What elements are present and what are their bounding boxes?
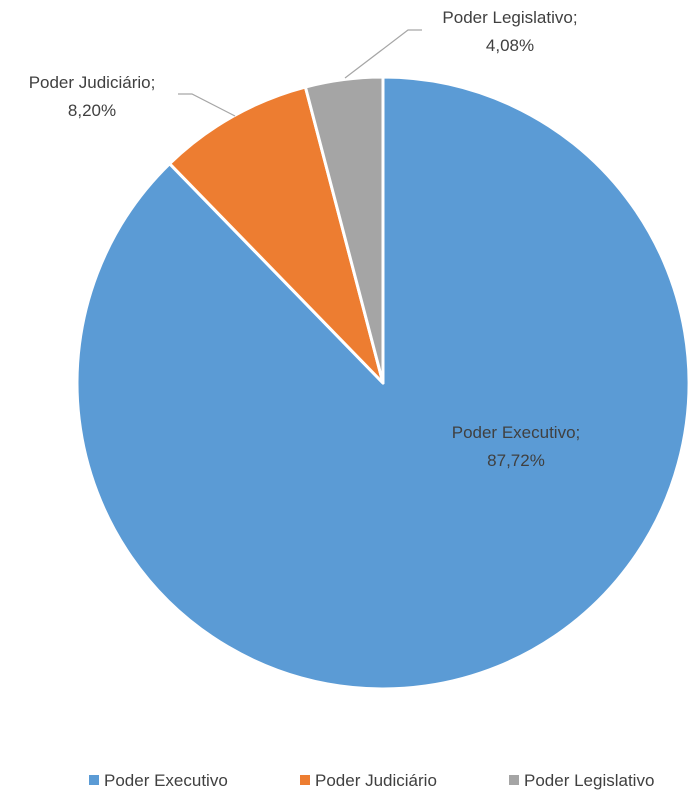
data-label-name: Poder Judiciário; (29, 73, 156, 92)
data-label-value: 87,72% (487, 451, 545, 470)
data-labels-layer: Poder Executivo; 87,72% Poder Judiciário; 8… (29, 8, 581, 470)
legend-swatch (89, 775, 99, 785)
legend-swatch (509, 775, 519, 785)
legend-item-poder-legislativo: Poder Legislativo (509, 771, 654, 790)
legend-item-poder-judiciario: Poder Judiciário (300, 771, 437, 790)
leader-line-poder-legislativo (344, 29, 422, 79)
pie-slice-poder-judiciario (168, 85, 385, 385)
legend-label: Poder Judiciário (315, 771, 437, 790)
data-label-value: 4,08% (486, 36, 534, 55)
data-label-poder-executivo: Poder Executivo; 87,72% (452, 423, 581, 470)
data-label-poder-legislativo: Poder Legislativo; 4,08% (442, 8, 577, 55)
data-label-value: 8,20% (68, 101, 116, 120)
legend: Poder Executivo Poder Judiciário Poder Leg… (89, 771, 654, 790)
leader-line-poder-judiciario (178, 93, 236, 117)
slices-layer (75, 75, 690, 691)
legend-item-poder-executivo: Poder Executivo (89, 771, 228, 790)
legend-label: Poder Legislativo (524, 771, 654, 790)
leader-lines-layer (178, 29, 422, 117)
data-label-name: Poder Legislativo; (442, 8, 577, 27)
pie-slice-poder-legislativo (303, 75, 385, 385)
legend-swatch (300, 775, 310, 785)
legend-label: Poder Executivo (104, 771, 228, 790)
data-label-name: Poder Executivo; (452, 423, 581, 442)
data-label-poder-judiciario: Poder Judiciário; 8,20% (29, 73, 156, 120)
